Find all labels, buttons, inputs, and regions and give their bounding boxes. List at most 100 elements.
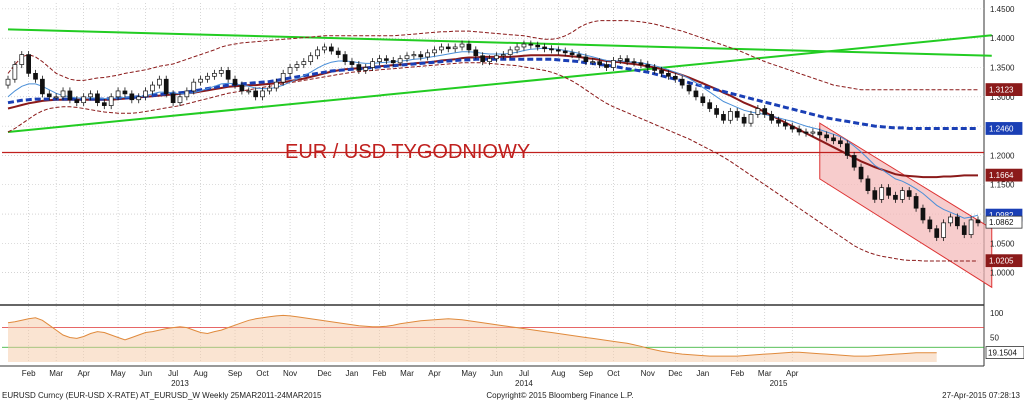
candle-body: [597, 61, 602, 65]
candle-body: [734, 111, 740, 118]
candle-body: [851, 155, 857, 168]
candle-body: [803, 131, 809, 134]
candle-body: [205, 75, 210, 80]
x-tick-label: Apr: [428, 369, 441, 378]
axes: 1.45001.40001.35001.30001.25001.20001.15…: [22, 5, 1024, 388]
candle-body: [191, 81, 197, 92]
candle-body: [666, 73, 671, 77]
value-badge: [985, 122, 1023, 135]
sub-value-badge-label: 19.1504: [988, 349, 1017, 358]
candle-body: [824, 134, 830, 139]
value-badge-label: 1.0205: [989, 257, 1014, 266]
ma-blue-dashed-line: [7, 57, 978, 130]
candle-body: [115, 90, 121, 98]
candle-body: [755, 108, 761, 115]
candle-body: [239, 84, 245, 92]
candle-body: [576, 54, 582, 58]
candle-body: [287, 67, 293, 74]
candle-body: [301, 61, 307, 65]
sub-line: [7, 314, 937, 357]
candle-body: [906, 190, 912, 197]
candle-body: [789, 125, 795, 130]
candle-body: [253, 90, 259, 98]
candle-body: [19, 54, 25, 65]
candle-body: [273, 81, 279, 89]
candle-body: [184, 90, 190, 98]
candle-body: [377, 58, 382, 62]
candle-body: [624, 58, 630, 62]
candle-body: [404, 55, 410, 60]
candle-body: [439, 46, 444, 51]
candle-body: [893, 194, 898, 200]
x-tick-label: Nov: [641, 369, 655, 378]
x-tick-label: Oct: [607, 369, 620, 378]
candle-body: [67, 90, 73, 101]
candle-body: [129, 93, 135, 101]
candle-body: [384, 58, 389, 61]
candle-body: [315, 49, 320, 57]
candle-body: [955, 216, 960, 227]
footer-center: Copyright© 2015 Bloomberg Finance L.P.: [486, 391, 633, 400]
candle-body: [707, 102, 713, 109]
x-tick-label: Apr: [786, 369, 799, 378]
y-tick-label: 1.4000: [990, 34, 1015, 43]
sub-area: [8, 315, 937, 362]
candle-body: [95, 93, 100, 104]
candle-body: [727, 111, 733, 121]
candle-body: [652, 67, 658, 71]
y-tick-label: 1.0000: [990, 269, 1015, 278]
candle-body: [611, 60, 616, 68]
value-badge: [985, 215, 1023, 229]
candle-body: [356, 64, 362, 71]
candle-body: [948, 216, 953, 224]
candle-body: [934, 228, 940, 238]
candle-body: [425, 52, 430, 58]
x-tick-label: May: [461, 369, 476, 378]
candle-body: [714, 108, 719, 115]
candle-body: [535, 44, 541, 48]
candle-body: [480, 55, 486, 62]
value-badge-label: 1.2460: [989, 124, 1014, 133]
candle-body: [899, 190, 905, 200]
footer-left: EURUSD Curncy (EUR-USD X-RATE) AT_EURUSD…: [2, 391, 322, 400]
candle-body: [46, 93, 52, 98]
candle-body: [26, 54, 31, 74]
x-tick-label: Jun: [139, 369, 152, 378]
candle-body: [975, 219, 981, 224]
candle-body: [617, 58, 623, 61]
x-year-label: 2014: [515, 379, 533, 388]
candle-body: [858, 166, 864, 180]
candle-body: [328, 46, 334, 52]
candle-body: [473, 49, 479, 57]
x-tick-label: Oct: [256, 369, 269, 378]
candle-body: [33, 73, 38, 80]
candle-body: [879, 187, 885, 200]
candle-body: [40, 78, 45, 95]
x-tick-label: Dec: [668, 369, 682, 378]
value-badge-label: 1.1664: [989, 171, 1014, 180]
candle-body: [769, 114, 774, 121]
y-tick-label: 1.3000: [990, 93, 1015, 102]
candle-body: [872, 190, 878, 200]
candle-body: [308, 55, 314, 62]
x-tick-label: Sep: [579, 369, 594, 378]
candle-body: [88, 93, 93, 98]
candle-body: [170, 93, 176, 104]
candle-body: [748, 114, 754, 124]
candle-body: [177, 96, 183, 104]
candle-body: [549, 48, 554, 51]
candle-body: [507, 49, 513, 55]
band-upper-line: [7, 20, 978, 91]
candle-body: [163, 78, 169, 95]
candle-body: [659, 70, 664, 74]
candle-body: [913, 196, 919, 209]
x-tick-label: Mar: [49, 369, 63, 378]
value-badge-label: 1.0862: [989, 218, 1014, 227]
candle-body: [459, 43, 465, 48]
candle-body: [693, 90, 699, 98]
candle-body: [783, 122, 788, 127]
candle-body: [927, 219, 933, 230]
y-tick-label: 1.2000: [990, 151, 1015, 160]
candle-body: [542, 46, 547, 50]
